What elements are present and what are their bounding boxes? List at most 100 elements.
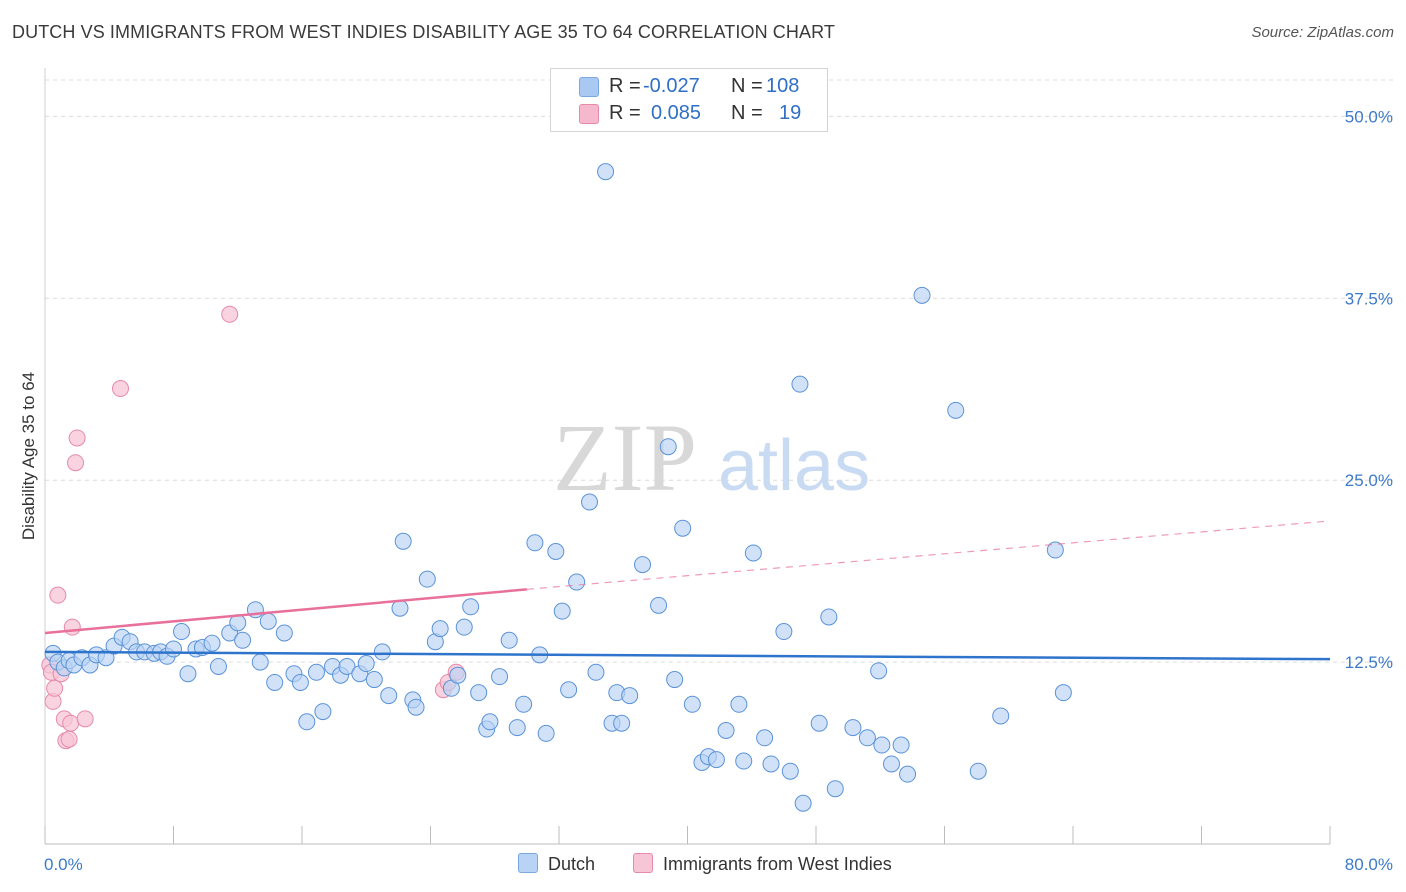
dutch-point: [899, 765, 917, 783]
dutch-point: [491, 668, 509, 686]
x-tick-label: 0.0%: [44, 855, 83, 874]
dutch-point: [634, 556, 652, 574]
legend-item-west-indies[interactable]: Immigrants from West Indies: [633, 851, 892, 877]
y-tick-label: 37.5%: [1345, 289, 1393, 308]
dutch-point: [762, 755, 780, 773]
dutch-point: [234, 631, 252, 649]
legend-swatch-west-indies: [633, 853, 653, 873]
dutch-point: [431, 620, 449, 638]
dutch-point: [597, 163, 615, 181]
legend-n-label: N =: [731, 102, 763, 124]
dutch-point: [683, 695, 701, 713]
dutch-point: [560, 681, 578, 699]
legend-swatch-west-indies: [579, 104, 599, 124]
dutch-point: [553, 602, 571, 620]
dutch-point: [781, 762, 799, 780]
dutch-point: [291, 673, 309, 691]
dutch-point: [165, 640, 182, 658]
chart-title: DUTCH VS IMMIGRANTS FROM WEST INDIES DIS…: [12, 22, 835, 42]
dutch-point: [391, 599, 409, 617]
west-indies-point: [49, 586, 67, 604]
dutch-point: [873, 736, 891, 754]
dutch-point: [307, 663, 325, 681]
dutch-point: [526, 534, 544, 552]
y-tick-labels: 12.5% 25.0% 37.5% 50.0%: [1345, 107, 1393, 672]
dutch-point: [470, 684, 488, 702]
dutch-point: [913, 286, 931, 304]
y-axis-label: Disability Age 35 to 64: [19, 372, 38, 540]
dutch-point: [508, 719, 526, 737]
dutch-point: [462, 598, 480, 616]
dutch-point: [380, 687, 398, 705]
dutch-point: [179, 665, 197, 683]
west-indies-point: [68, 429, 86, 447]
dutch-point: [537, 724, 555, 742]
dutch-point: [500, 631, 518, 649]
west-indies-point: [63, 618, 81, 636]
dutch-point: [97, 649, 115, 667]
series-dutch: [44, 163, 1072, 812]
dutch-point: [707, 751, 725, 769]
legend-label-west-indies: Immigrants from West Indies: [663, 854, 892, 874]
legend-n-value: 19: [779, 102, 802, 124]
dutch-point: [581, 493, 599, 511]
axes: [44, 68, 1331, 845]
west-indies-trend-line: [44, 588, 527, 635]
dutch-point: [810, 714, 828, 732]
source-label: Source: ZipAtlas.com: [1251, 24, 1394, 41]
y-tick-label: 12.5%: [1345, 653, 1393, 672]
dutch-point: [870, 662, 888, 680]
dutch-point: [266, 673, 284, 691]
dutch-point: [730, 695, 748, 713]
dutch-point: [826, 780, 844, 798]
dutch-trend-line: [44, 650, 1331, 661]
dutch-point: [203, 634, 221, 652]
dutch-point: [357, 655, 375, 673]
dutch-point: [338, 657, 356, 675]
dutch-point: [892, 736, 910, 754]
dutch-point: [365, 671, 383, 689]
dutch-point: [298, 713, 316, 731]
west-indies-point: [221, 305, 239, 323]
dutch-point: [407, 698, 425, 716]
dutch-point: [1054, 684, 1072, 702]
dutch-point: [820, 608, 838, 626]
legend-n-value: 108: [766, 75, 800, 97]
dutch-point: [969, 762, 987, 780]
dutch-point: [717, 721, 735, 739]
legend-swatch-dutch: [579, 77, 599, 97]
legend-item-dutch[interactable]: Dutch: [518, 851, 595, 877]
legend-r-label: R =: [609, 102, 641, 124]
dutch-point: [613, 714, 631, 732]
dutch-point: [394, 532, 412, 550]
dutch-point: [1046, 541, 1064, 559]
dutch-point: [844, 719, 862, 737]
y-tick-label: 25.0%: [1345, 471, 1393, 490]
dutch-point: [259, 612, 277, 630]
dutch-point: [568, 573, 586, 591]
dutch-point: [791, 375, 809, 393]
dutch-point: [947, 401, 965, 419]
watermark: ZIP atlas: [553, 404, 870, 511]
dutch-point: [173, 623, 191, 641]
x-tick-labels: 0.0% 80.0%: [44, 855, 1393, 874]
watermark-zip: ZIP: [553, 404, 697, 511]
grid-lines: [45, 79, 1395, 663]
west-indies-point: [60, 730, 78, 748]
west-indies-point: [46, 679, 64, 697]
west-indies-point: [111, 380, 129, 398]
west-indies-point: [76, 710, 94, 728]
dutch-point: [209, 657, 227, 675]
dutch-point: [650, 596, 668, 614]
dutch-point: [858, 729, 876, 747]
dutch-point: [659, 438, 677, 456]
series-west-indies: [41, 305, 465, 750]
dutch-point: [621, 687, 639, 705]
dutch-point: [449, 666, 467, 684]
dutch-point: [251, 653, 269, 671]
dutch-point: [547, 542, 565, 560]
dutch-point: [515, 695, 533, 713]
dutch-point: [735, 752, 753, 770]
dutch-point: [756, 729, 774, 747]
